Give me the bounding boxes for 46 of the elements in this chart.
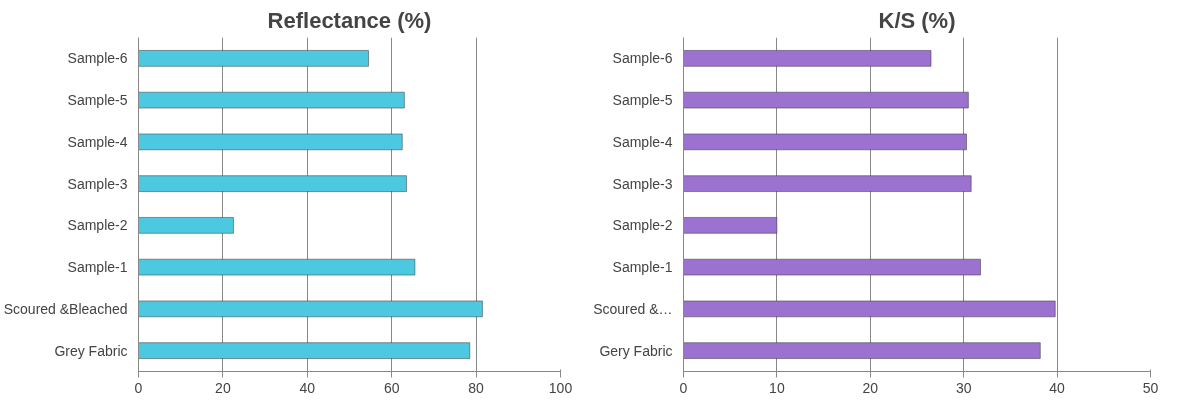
y-tick-label: Sample-2 [67, 217, 128, 234]
x-tick-label: 50 [1142, 379, 1159, 396]
x-tick-label: 30 [955, 379, 972, 396]
y-tick-label: Sample-1 [612, 259, 673, 276]
y-tick-label: Sample-5 [67, 92, 128, 109]
bar [683, 300, 1056, 318]
x-tick-label: 40 [299, 379, 316, 396]
bar [683, 50, 932, 67]
bar [683, 175, 972, 192]
bar [138, 50, 369, 67]
x-tick-label: 40 [1049, 379, 1066, 396]
x-tick-label: 0 [134, 379, 143, 396]
bar [138, 175, 407, 192]
chart-title: Reflectance (%) [267, 7, 432, 33]
x-tick-label: 10 [769, 379, 785, 396]
bar [138, 133, 403, 151]
y-tick-label: Sample-3 [612, 175, 673, 192]
x-tick-label: 0 [679, 379, 688, 396]
chart-title: K/S (%) [878, 7, 956, 33]
bar [138, 300, 483, 318]
x-tick-label: 60 [383, 379, 400, 396]
y-tick-label: Sample-6 [612, 50, 673, 67]
x-tick-label: 20 [215, 379, 231, 396]
y-tick-label: Sample-4 [612, 133, 673, 150]
y-tick-label: Sample-6 [67, 50, 128, 67]
bar [683, 258, 981, 276]
y-tick-label: Sample-1 [67, 259, 128, 276]
bar [683, 217, 778, 234]
y-tick-label: Scoured &Bleached [3, 300, 128, 317]
y-tick-label: Sample-3 [67, 175, 128, 192]
y-tick-label: Grey Fabric [54, 342, 128, 359]
y-tick-label: Sample-2 [612, 217, 673, 234]
x-tick-label: 20 [862, 379, 879, 396]
bar [138, 91, 405, 109]
bar [138, 258, 416, 276]
x-tick-label: 80 [468, 379, 485, 396]
y-tick-label: Gery Fabric [599, 342, 673, 359]
bar [138, 342, 471, 359]
y-tick-label: Sample-4 [67, 133, 128, 150]
y-tick-label: Scoured &… [593, 300, 673, 317]
bar [138, 217, 234, 234]
x-tick-label: 100 [548, 379, 573, 396]
bar [683, 133, 967, 151]
y-tick-label: Sample-5 [612, 92, 673, 109]
bar [683, 91, 969, 109]
bar [683, 342, 1041, 359]
